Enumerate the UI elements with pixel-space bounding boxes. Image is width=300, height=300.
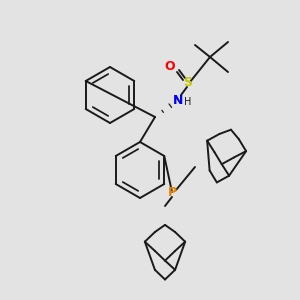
- Text: O: O: [165, 59, 175, 73]
- Text: P: P: [167, 185, 177, 199]
- Text: N: N: [173, 94, 183, 106]
- Text: H: H: [184, 97, 192, 107]
- Text: S: S: [184, 76, 193, 88]
